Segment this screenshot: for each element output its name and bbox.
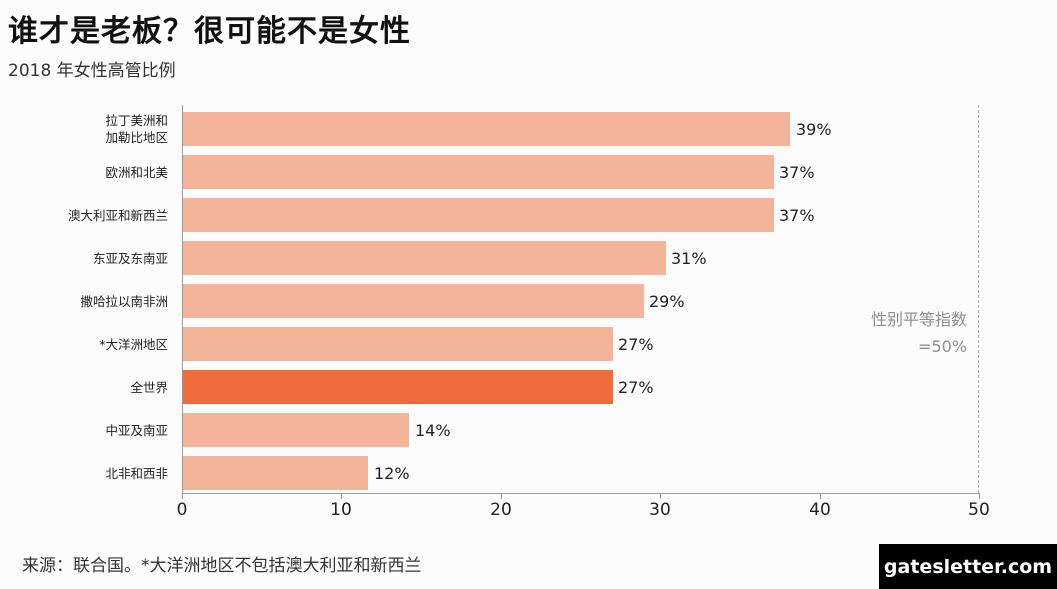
bar (182, 327, 613, 361)
category-label: 中亚及南亚 (105, 422, 168, 438)
category-label: 撒哈拉以南非洲 (80, 293, 168, 309)
source-note: 来源：联合国。*大洋洲地区不包括澳大利亚和新西兰 (22, 556, 422, 576)
x-tick-label: 20 (490, 500, 512, 520)
bar-highlight (182, 370, 613, 404)
x-tick (501, 493, 502, 499)
value-label: 31% (671, 248, 707, 268)
brand-badge: gatesletter.com (879, 544, 1057, 589)
value-label: 27% (618, 377, 654, 397)
bar (182, 241, 666, 275)
x-tick-label: 10 (330, 500, 352, 520)
category-label: 东亚及东南亚 (92, 250, 168, 266)
chart-subtitle: 2018 年女性高管比例 (8, 61, 176, 81)
x-tick (660, 493, 661, 499)
bar (182, 456, 368, 490)
category-label: 北非和西非 (105, 465, 168, 481)
category-label: 拉丁美洲和 加勒比地区 (105, 113, 168, 145)
plot-area: 拉丁美洲和 加勒比地区 39% 欧洲和北美 37% 澳大利亚和新西兰 37% 东亚… (68, 105, 979, 492)
x-axis-line (182, 493, 979, 494)
category-label: 欧洲和北美 (105, 164, 168, 180)
chart-title: 谁才是老板？很可能不是女性 (8, 14, 411, 49)
x-tick-label: 50 (968, 500, 990, 520)
category-label: 澳大利亚和新西兰 (67, 207, 168, 223)
x-tick-label: 40 (809, 500, 831, 520)
parity-annotation-line1: 性别平等指数 (870, 310, 967, 329)
category-label: 全世界 (130, 379, 168, 395)
parity-reference-line (978, 105, 979, 493)
value-label: 37% (779, 205, 815, 225)
parity-annotation-line2: =50% (918, 337, 967, 356)
category-label: *大洋洲地区 (99, 336, 168, 352)
x-tick (820, 493, 821, 499)
value-label: 27% (618, 334, 654, 354)
x-tick (341, 493, 342, 499)
bar (182, 155, 774, 189)
value-label: 14% (415, 420, 451, 440)
x-tick (979, 493, 980, 499)
y-axis-line (182, 105, 183, 494)
x-tick-label: 0 (176, 500, 188, 520)
bar (182, 284, 644, 318)
value-label: 37% (779, 162, 815, 182)
x-tick (182, 493, 183, 499)
value-label: 29% (649, 291, 685, 311)
x-tick-label: 30 (649, 500, 671, 520)
value-label: 39% (796, 119, 832, 139)
value-label: 12% (374, 463, 410, 483)
parity-annotation: 性别平等指数 =50% (871, 306, 967, 360)
bar (182, 198, 774, 232)
bar (182, 112, 790, 146)
bar (182, 413, 409, 447)
